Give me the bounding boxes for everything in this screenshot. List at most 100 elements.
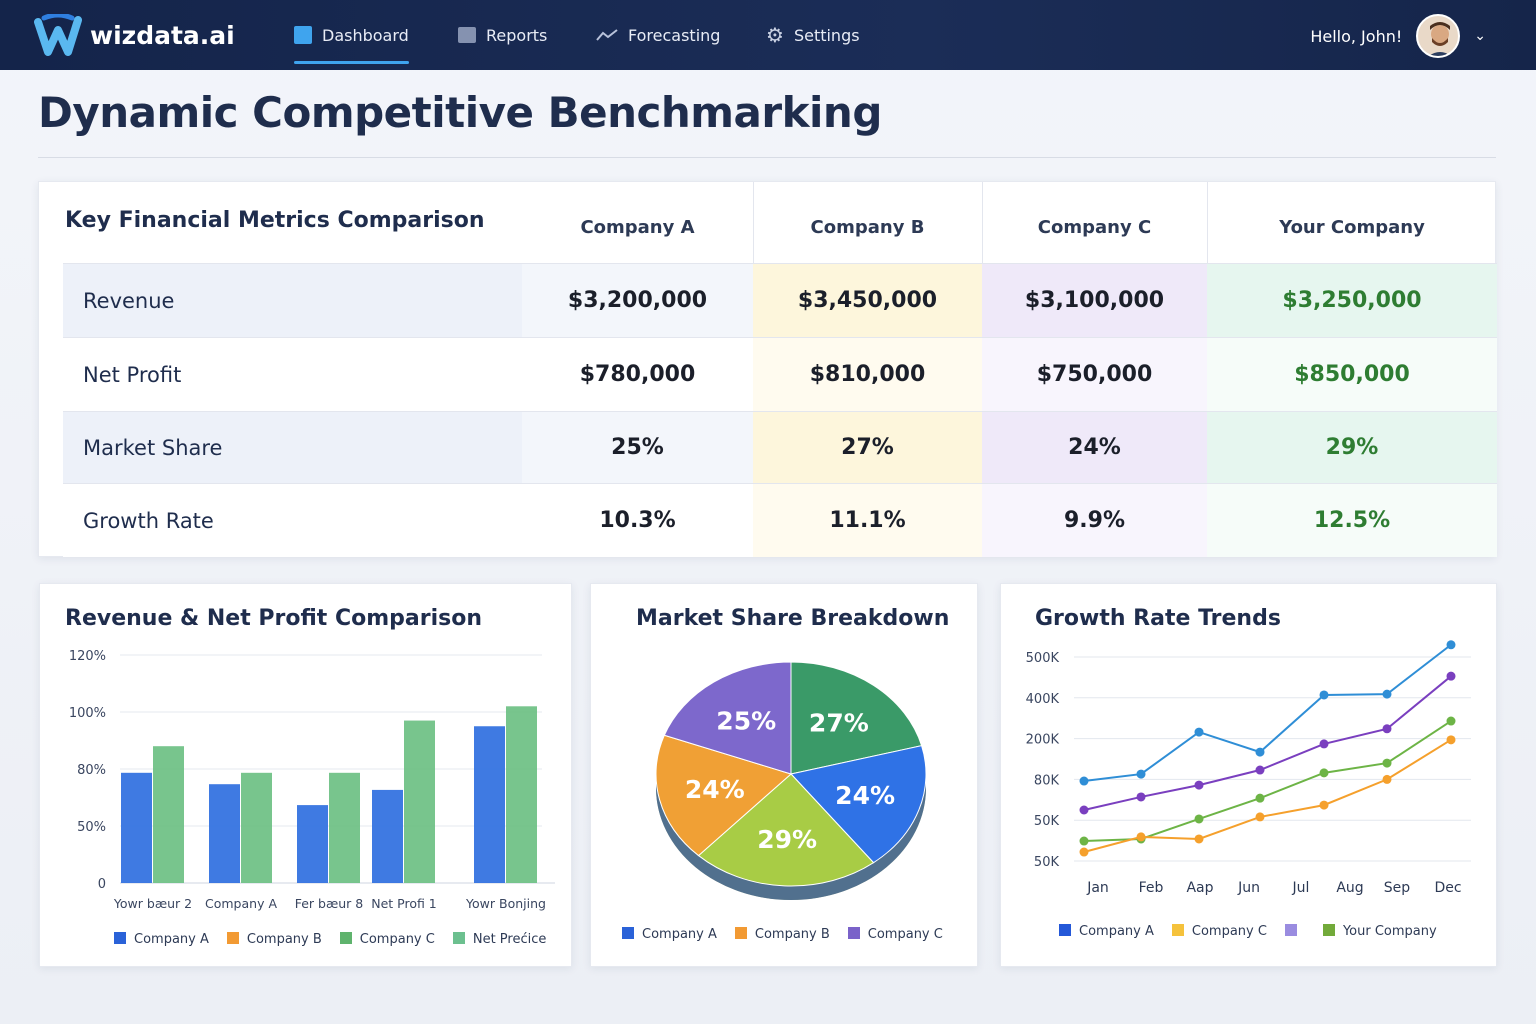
bar-chart-card: Revenue & Net Profit Comparison 0 50% 80% 1… (39, 583, 572, 967)
slice-label: 27% (809, 709, 869, 738)
legend-swatch (847, 927, 860, 939)
data-point (1194, 780, 1204, 790)
nav-forecasting[interactable]: Forecasting (596, 0, 720, 70)
slice-label: 29% (757, 825, 817, 854)
y-tick-label: 0 (98, 877, 106, 892)
data-point (1194, 814, 1204, 824)
legend-label: Company A (642, 927, 717, 942)
table-title: Key Financial Metrics Comparison (65, 208, 485, 233)
legend-item: Your Company (1322, 924, 1437, 939)
legend-item: Company A (1059, 924, 1154, 939)
chart-title: Revenue & Net Profit Comparison (65, 606, 482, 631)
legend-label: Company C (359, 932, 435, 947)
column-header: Company A (580, 216, 695, 238)
nav-label: Settings (793, 25, 860, 45)
logo-icon (34, 14, 82, 56)
table-cell: $3,250,000 (1207, 263, 1497, 337)
pie-slice (655, 734, 793, 857)
bar (474, 726, 505, 883)
nav-reports[interactable]: Reports (458, 0, 547, 70)
data-point (1255, 765, 1265, 775)
data-point (1446, 735, 1456, 745)
bar-chart: 0 50% 80% 100% 120% Yowr bæur 2 Company A Fer b… (69, 649, 555, 911)
data-point (1446, 671, 1456, 681)
page-title: Dynamic Competitive Benchmarking (38, 88, 882, 137)
table-cell: 11.1% (753, 483, 982, 557)
table-cell: $810,000 (753, 337, 982, 411)
bar (121, 772, 152, 883)
greeting: Hello, John! (1310, 26, 1403, 46)
table-cell: 25% (522, 411, 753, 483)
trend-icon (596, 29, 618, 41)
bar (241, 772, 272, 883)
nav-dashboard[interactable]: Dashboard (294, 0, 409, 70)
y-tick-label: 400K (1026, 692, 1060, 707)
data-point (1136, 792, 1146, 802)
data-point (1382, 724, 1392, 734)
nav-label: Reports (486, 25, 548, 45)
x-tick-label: Net Profi 1 (371, 896, 437, 911)
data-point (1255, 747, 1265, 757)
logo[interactable]: wizdata.ai (34, 14, 235, 56)
legend-label: Net Prećice (472, 932, 547, 947)
x-tick-label: Jul (1292, 880, 1310, 896)
data-point (1136, 832, 1146, 842)
table-cell: 9.9% (982, 483, 1207, 557)
line-chart-card: Growth Rate Trends 50K 50K 80K 200K 400K 500K… (1000, 583, 1497, 967)
bar (329, 772, 360, 883)
legend: Company A Company C Your Company (1059, 924, 1437, 939)
x-tick-label: Jan (1086, 880, 1109, 896)
table-cell: $750,000 (982, 337, 1207, 411)
gear-icon: ⚙ (766, 23, 784, 47)
legend-swatch (339, 932, 352, 944)
x-tick-label: Aap (1186, 880, 1213, 896)
legend-item: Company B (734, 927, 830, 942)
legend-swatch (226, 932, 239, 944)
legend-swatch (1284, 924, 1297, 936)
y-tick-label: 50K (1034, 855, 1060, 870)
dashboard-icon (294, 26, 312, 44)
data-point (1255, 793, 1265, 803)
data-point (1382, 689, 1392, 699)
y-tick-label: 80K (1034, 773, 1060, 788)
row-label: Revenue (63, 263, 522, 337)
legend-label: Company C (1191, 924, 1267, 939)
column-header: Company B (810, 216, 925, 238)
y-tick-label: 500K (1026, 651, 1060, 666)
divider (38, 157, 1496, 158)
series-line (1083, 675, 1452, 811)
nav-label: Dashboard (322, 25, 409, 45)
avatar[interactable] (1416, 14, 1461, 58)
x-tick-label: Sep (1384, 880, 1411, 896)
data-point (1319, 690, 1329, 700)
logo-text: wizdata.ai (90, 20, 235, 50)
x-tick-label: Yowr Bonjing (465, 896, 546, 911)
legend-item: Company A (622, 927, 717, 942)
chart-title: Growth Rate Trends (1035, 606, 1281, 631)
table-cell: $3,450,000 (753, 263, 982, 337)
y-tick-label: 120% (69, 649, 106, 664)
row-label: Net Profit (63, 337, 522, 411)
y-tick-label: 200K (1026, 733, 1060, 748)
table-cell: $3,200,000 (522, 263, 753, 337)
pie-slice (663, 661, 792, 775)
data-point (1079, 805, 1089, 815)
nav-settings[interactable]: ⚙ Settings (766, 0, 860, 70)
x-tick-label: Yowr bæur 2 (113, 896, 192, 911)
chart-title: Market Share Breakdown (636, 606, 950, 631)
legend-item (1284, 924, 1305, 939)
row-label: Market Share (63, 411, 522, 483)
top-nav: wizdata.ai Dashboard Reports Forecasting… (0, 0, 1536, 70)
y-tick-label: 50K (1034, 814, 1060, 829)
data-point (1319, 739, 1329, 749)
chevron-down-icon[interactable]: ⌄ (1474, 28, 1486, 44)
user-menu[interactable]: Hello, John! ⌄ (1310, 14, 1486, 58)
slice-label: 25% (716, 707, 776, 736)
data-point (1194, 834, 1204, 844)
metrics-table: Key Financial Metrics Comparison Company… (38, 181, 1497, 557)
legend-swatch (452, 932, 465, 944)
data-point (1446, 716, 1456, 726)
legend-swatch (1059, 924, 1071, 936)
legend-item: Company B (226, 932, 322, 947)
data-point (1079, 836, 1089, 846)
